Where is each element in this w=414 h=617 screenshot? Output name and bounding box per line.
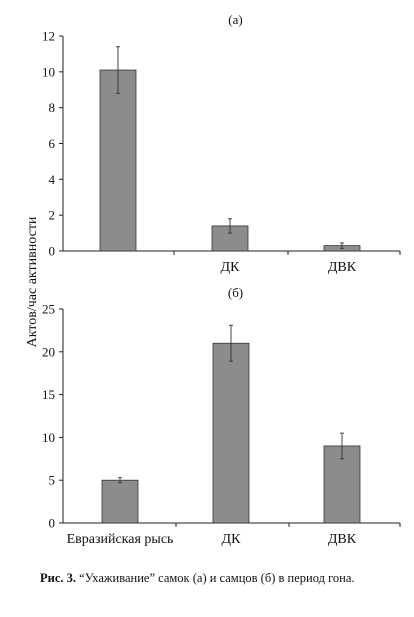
y-tick-label: 8 [49, 100, 56, 115]
y-tick-label: 12 [42, 29, 55, 44]
caption-text: “Ухаживание” самок (а) и самцов (б) в пе… [79, 571, 355, 585]
category-label: ДК [222, 532, 242, 547]
bar [99, 69, 137, 252]
y-tick-label: 20 [42, 344, 55, 359]
panel-label: (а) [228, 12, 242, 27]
y-axis-label: Актов/час активности [25, 216, 40, 347]
bar [101, 479, 139, 524]
y-tick-label: 10 [42, 64, 55, 79]
y-tick-label: 10 [42, 430, 55, 445]
y-tick-label: 5 [49, 473, 56, 488]
y-tick-label: 15 [42, 387, 55, 402]
panel-label: (б) [228, 285, 243, 300]
category-label: Евразийская рысь [67, 532, 174, 547]
y-tick-label: 4 [49, 172, 56, 187]
chart-panel-b: (б) 0 5 10 15 20 25 Евразийская рысь ДК ДВК [42, 285, 401, 547]
y-tick-label: 2 [49, 208, 56, 223]
y-tick-label: 0 [49, 516, 56, 531]
category-label: ДВК [328, 532, 357, 547]
category-label: ДК [221, 260, 241, 275]
y-tick-label: 6 [49, 136, 56, 151]
caption-label: Рис. 3. [40, 571, 77, 585]
category-label: ДВК [328, 260, 357, 275]
y-tick-label: 0 [49, 244, 56, 259]
figure-caption: Рис. 3. “Ухаживание” самок (а) и самцов … [40, 571, 400, 586]
y-tick-label: 25 [42, 302, 55, 317]
bar [212, 342, 250, 524]
chart-panel-a: (а) 0 2 4 6 8 10 12 ДК ДВК [42, 12, 401, 275]
